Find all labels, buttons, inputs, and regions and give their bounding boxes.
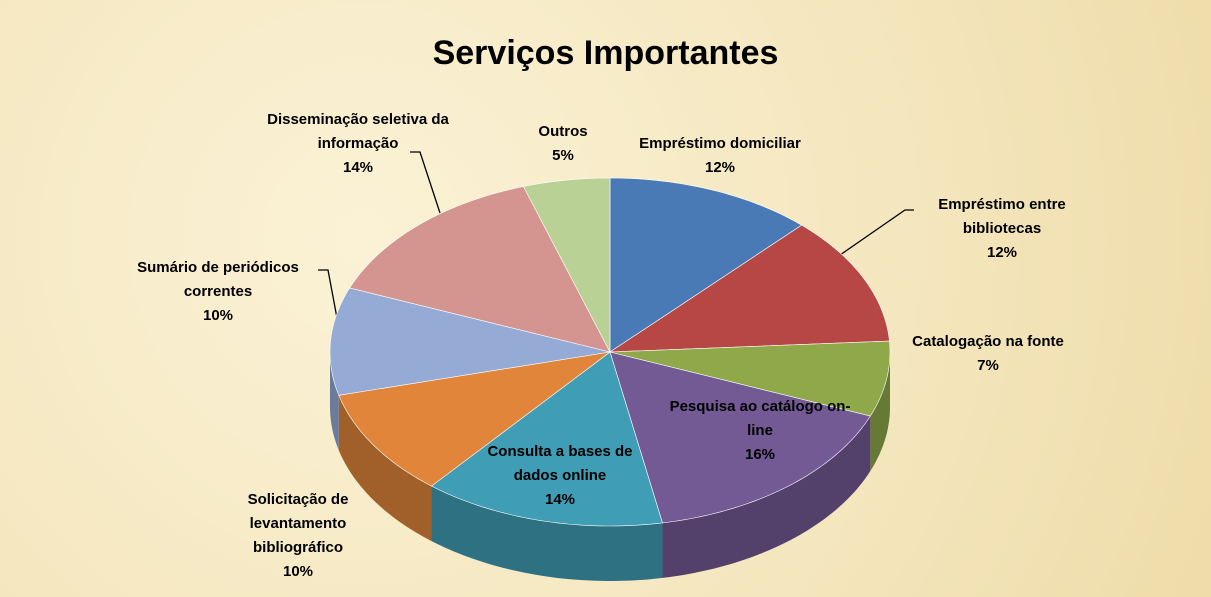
slice-value: 5%: [552, 147, 574, 164]
slice-name: Sumário de periódicos correntes: [137, 259, 299, 300]
pie-slice: [609, 340, 891, 417]
slice-name: Disseminação seletiva da informação: [267, 111, 449, 152]
pie-slice: [609, 177, 803, 353]
slice-name: Outros: [538, 123, 588, 140]
slice-name: Consulta a bases de dados online: [487, 443, 633, 484]
slice-label: Disseminação seletiva da informação 14%: [238, 108, 478, 180]
slice-name: Empréstimo entre bibliotecas: [938, 196, 1066, 237]
pie-slice: [338, 351, 611, 487]
leader-line: [318, 269, 338, 319]
pie-slice: [523, 177, 611, 353]
slice-value: 10%: [202, 307, 234, 324]
leader-lines: [318, 151, 914, 319]
chart-title: Serviços Importantes: [432, 34, 779, 72]
slice-name: Catalogação na fonte: [912, 333, 1064, 350]
slice-name: Solicitação de levantamento bibliográfic…: [247, 491, 349, 556]
slice-value: 16%: [744, 446, 776, 463]
slice-label: Pesquisa ao catálogo on-line 16%: [665, 395, 855, 467]
pie-slice-side: [870, 352, 890, 472]
pie-slice: [608, 224, 890, 353]
slice-value: 7%: [977, 357, 999, 374]
pie-slice-side: [431, 486, 663, 581]
slice-label: Catalogação na fonte 7%: [888, 330, 1088, 378]
slice-value: 14%: [342, 159, 374, 176]
slice-name: Empréstimo domiciliar: [639, 135, 801, 152]
pie-slice: [609, 351, 871, 524]
slice-value: 12%: [704, 159, 736, 176]
pie-tops: [329, 177, 891, 527]
pie-slice: [430, 351, 663, 527]
slice-name: Pesquisa ao catálogo on-line: [669, 398, 851, 439]
slice-label: Empréstimo domiciliar 12%: [610, 132, 830, 180]
slice-value: 14%: [544, 491, 576, 508]
slice-value: 12%: [986, 244, 1018, 261]
slice-label: Outros 5%: [523, 120, 603, 168]
pie-slice: [329, 287, 611, 396]
pie-slice-side: [662, 416, 871, 578]
slice-label: Empréstimo entre bibliotecas 12%: [912, 193, 1092, 265]
slice-label: Sumário de periódicos correntes 10%: [113, 256, 323, 328]
pie-slice-side: [330, 352, 339, 451]
slice-label: Consulta a bases de dados online 14%: [475, 440, 645, 512]
slice-value: 10%: [282, 563, 314, 580]
pie-slice-side: [338, 395, 432, 542]
leader-line: [410, 151, 441, 214]
slice-label: Solicitação de levantamento bibliográfic…: [223, 488, 373, 584]
pie-sides: [330, 352, 890, 581]
leader-line: [839, 209, 914, 256]
